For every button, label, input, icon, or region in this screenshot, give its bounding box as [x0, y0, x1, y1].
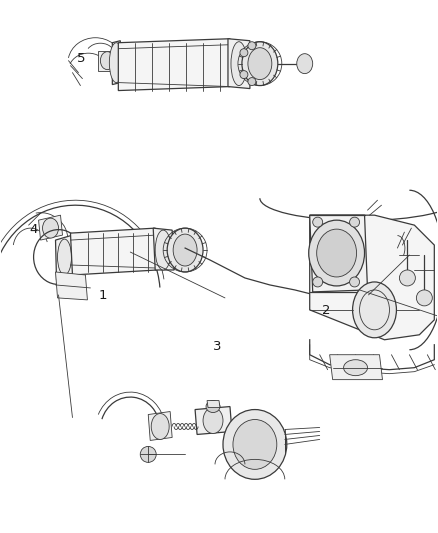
- Polygon shape: [195, 407, 232, 434]
- Polygon shape: [310, 215, 367, 292]
- Polygon shape: [310, 215, 434, 340]
- Polygon shape: [99, 51, 115, 71]
- Polygon shape: [56, 272, 88, 300]
- Ellipse shape: [417, 290, 432, 306]
- Ellipse shape: [317, 229, 357, 277]
- Polygon shape: [330, 355, 382, 379]
- Ellipse shape: [309, 220, 364, 286]
- Ellipse shape: [399, 270, 415, 286]
- Ellipse shape: [248, 42, 256, 50]
- Ellipse shape: [231, 42, 247, 86]
- Polygon shape: [112, 41, 120, 85]
- Ellipse shape: [248, 78, 256, 86]
- Ellipse shape: [223, 409, 287, 479]
- Polygon shape: [207, 401, 220, 408]
- Ellipse shape: [240, 49, 248, 56]
- Ellipse shape: [353, 282, 396, 338]
- Text: 1: 1: [99, 289, 108, 302]
- Ellipse shape: [173, 234, 197, 266]
- Polygon shape: [39, 215, 63, 240]
- Ellipse shape: [297, 54, 313, 74]
- Text: 4: 4: [29, 223, 38, 236]
- Text: 3: 3: [212, 340, 221, 353]
- Ellipse shape: [140, 447, 156, 462]
- Ellipse shape: [343, 360, 367, 376]
- Ellipse shape: [206, 401, 220, 413]
- Ellipse shape: [151, 414, 169, 439]
- Ellipse shape: [350, 217, 360, 227]
- Ellipse shape: [240, 71, 248, 78]
- Text: 5: 5: [77, 52, 86, 64]
- Ellipse shape: [167, 228, 203, 272]
- Polygon shape: [148, 411, 172, 440]
- Polygon shape: [71, 228, 157, 275]
- Ellipse shape: [313, 217, 323, 227]
- Polygon shape: [56, 235, 74, 280]
- Ellipse shape: [233, 419, 277, 470]
- Ellipse shape: [313, 277, 323, 287]
- Text: 2: 2: [322, 304, 330, 317]
- Ellipse shape: [42, 218, 59, 238]
- Ellipse shape: [57, 239, 71, 275]
- Ellipse shape: [100, 52, 114, 70]
- Polygon shape: [118, 39, 230, 91]
- Ellipse shape: [203, 408, 223, 433]
- Ellipse shape: [110, 43, 124, 83]
- Ellipse shape: [350, 277, 360, 287]
- Ellipse shape: [242, 42, 278, 86]
- Ellipse shape: [248, 47, 272, 79]
- Polygon shape: [153, 228, 174, 270]
- Polygon shape: [228, 39, 250, 88]
- Ellipse shape: [155, 230, 171, 270]
